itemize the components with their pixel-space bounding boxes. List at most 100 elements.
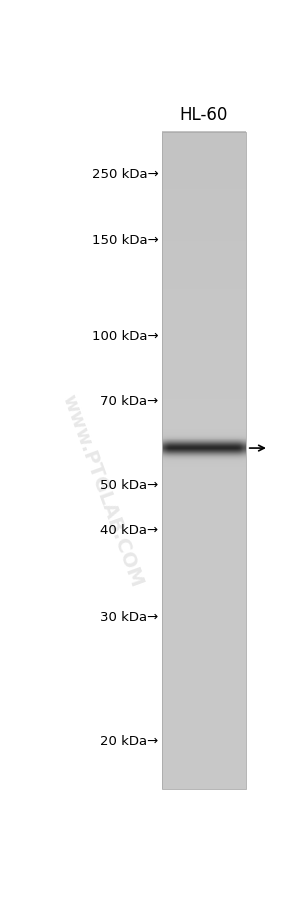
Bar xyxy=(162,745,246,748)
Bar xyxy=(162,467,246,469)
Bar xyxy=(162,719,246,721)
Bar xyxy=(162,769,246,771)
Bar xyxy=(162,629,246,631)
Bar xyxy=(162,640,246,642)
Bar xyxy=(162,633,246,636)
Bar xyxy=(162,454,246,456)
Bar xyxy=(162,432,246,435)
Bar xyxy=(162,767,246,769)
Bar xyxy=(162,325,246,327)
Bar xyxy=(162,154,246,157)
Bar xyxy=(162,673,246,675)
Bar xyxy=(162,423,246,426)
Bar xyxy=(162,222,246,225)
Bar xyxy=(162,642,246,645)
Bar xyxy=(162,753,246,756)
Bar xyxy=(162,354,246,355)
Bar xyxy=(162,723,246,725)
Bar xyxy=(162,180,246,183)
Bar xyxy=(162,205,246,207)
Bar xyxy=(162,327,246,329)
Bar xyxy=(162,410,246,412)
Bar xyxy=(162,414,246,417)
Bar xyxy=(162,167,246,170)
Bar xyxy=(162,438,246,441)
Bar xyxy=(162,710,246,713)
Bar xyxy=(162,272,246,275)
Bar xyxy=(162,578,246,581)
Bar xyxy=(162,296,246,299)
Bar xyxy=(162,148,246,150)
Bar xyxy=(162,474,246,476)
Bar xyxy=(162,692,246,695)
Text: www.PTGLAB.COM: www.PTGLAB.COM xyxy=(59,391,146,589)
Bar xyxy=(162,346,246,349)
Bar xyxy=(162,750,246,751)
Bar xyxy=(162,193,246,196)
Bar xyxy=(162,152,246,154)
Bar xyxy=(162,491,246,493)
Text: 20 kDa→: 20 kDa→ xyxy=(100,734,158,747)
Bar xyxy=(162,447,246,450)
Bar xyxy=(162,351,246,354)
Bar xyxy=(162,659,246,662)
Bar xyxy=(162,601,246,603)
Bar xyxy=(162,478,246,481)
Bar xyxy=(162,362,246,364)
Bar xyxy=(162,401,246,404)
Bar xyxy=(162,231,246,234)
Bar xyxy=(162,583,246,585)
Bar xyxy=(162,316,246,318)
Bar xyxy=(162,690,246,693)
Bar xyxy=(162,511,246,513)
Bar xyxy=(162,498,246,500)
Bar xyxy=(162,143,246,146)
Bar xyxy=(162,441,246,443)
Bar xyxy=(162,224,246,226)
Bar xyxy=(162,182,246,185)
Bar xyxy=(162,179,246,180)
Bar xyxy=(162,207,246,209)
Bar xyxy=(162,386,246,389)
Bar xyxy=(162,486,246,489)
Bar xyxy=(162,585,246,587)
Bar xyxy=(162,254,246,257)
Bar xyxy=(162,622,246,625)
Bar xyxy=(162,449,246,452)
Bar xyxy=(162,598,246,601)
Bar xyxy=(162,725,246,728)
Bar xyxy=(162,537,246,539)
Bar xyxy=(162,369,246,371)
Bar xyxy=(162,604,246,607)
Bar xyxy=(162,235,246,237)
Bar xyxy=(162,506,246,509)
Bar xyxy=(162,202,246,205)
Bar xyxy=(162,220,246,222)
Bar xyxy=(162,596,246,599)
Bar xyxy=(162,618,246,621)
Bar xyxy=(162,592,246,594)
Bar xyxy=(162,524,246,527)
Bar xyxy=(162,277,246,279)
Bar xyxy=(162,707,246,710)
Bar xyxy=(162,200,246,203)
Bar xyxy=(162,185,246,188)
Bar xyxy=(162,191,246,194)
Bar xyxy=(162,688,246,690)
Bar xyxy=(162,283,246,286)
Bar xyxy=(162,211,246,214)
Bar xyxy=(162,217,246,220)
Bar xyxy=(162,670,246,673)
Bar xyxy=(162,452,246,454)
Bar xyxy=(162,305,246,308)
Bar xyxy=(162,587,246,590)
Bar xyxy=(162,504,246,507)
Bar xyxy=(162,329,246,332)
Bar xyxy=(162,668,246,671)
Bar xyxy=(162,741,246,743)
Bar xyxy=(162,465,246,467)
Bar xyxy=(162,535,246,538)
Bar xyxy=(162,555,246,557)
Bar xyxy=(162,244,246,246)
Bar xyxy=(162,133,246,134)
